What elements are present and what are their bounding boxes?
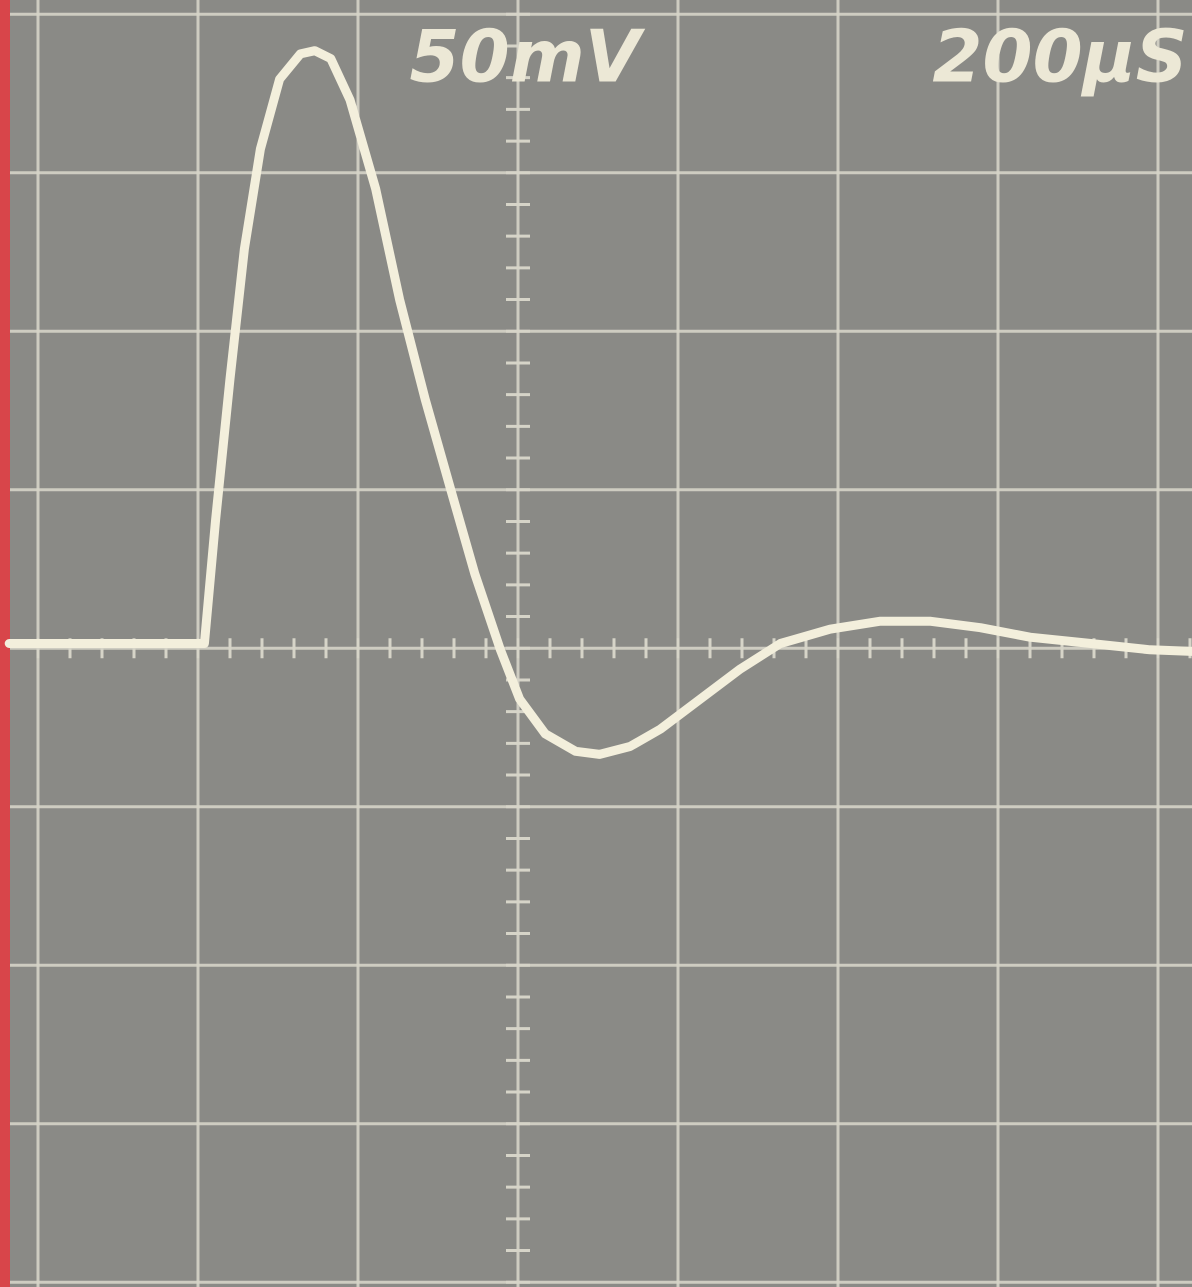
volts-per-division: 50mV <box>410 15 646 99</box>
time-per-division: 200µS <box>932 15 1187 99</box>
oscilloscope-screen: 50mV 200µS <box>0 0 1192 1287</box>
